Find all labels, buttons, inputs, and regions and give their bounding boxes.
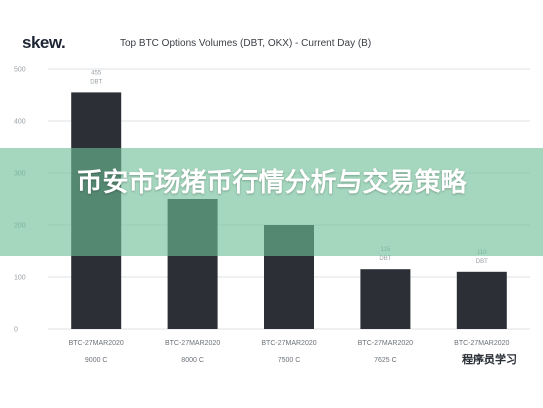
logo-dot: . [60,33,66,52]
x-category-label-3: BTC-27MAR2020 [261,340,316,347]
x-category-label-5: BTC-27MAR2020 [454,340,509,347]
x-strike-label-5: 7500 C [471,357,494,364]
y-tick-label-0: 0 [14,327,18,334]
x-strike-label-3: 7500 C [278,357,301,364]
bar-value-label-1: 455 [91,70,102,76]
y-tick-label-100: 100 [14,275,26,282]
y-tick-label-400: 400 [14,119,26,126]
bar-venue-label-5: DBT [476,259,488,265]
title-banner [0,148,543,256]
bar-venue-label-4: DBT [379,256,391,262]
x-category-label-4: BTC-27MAR2020 [358,340,413,347]
x-strike-label-2: 8000 C [181,357,204,364]
bar-5 [456,271,507,329]
x-category-label-1: BTC-27MAR2020 [69,340,124,347]
logo-text: skew [22,33,61,52]
x-strike-label-1: 9000 C [85,357,108,364]
bar-venue-label-1: DBT [90,79,102,85]
x-category-label-2: BTC-27MAR2020 [165,340,220,347]
x-strike-label-4: 7625 C [374,357,397,364]
chart-title: Top BTC Options Volumes (DBT, OKX) - Cur… [120,38,372,49]
skew-logo: skew. [22,33,66,53]
watermark: 程序员学习 [462,353,517,366]
banner-title: 币安市场猪币行情分析与交易策略 [76,168,467,198]
y-tick-label-500: 500 [14,67,26,74]
bar-4 [360,269,411,329]
